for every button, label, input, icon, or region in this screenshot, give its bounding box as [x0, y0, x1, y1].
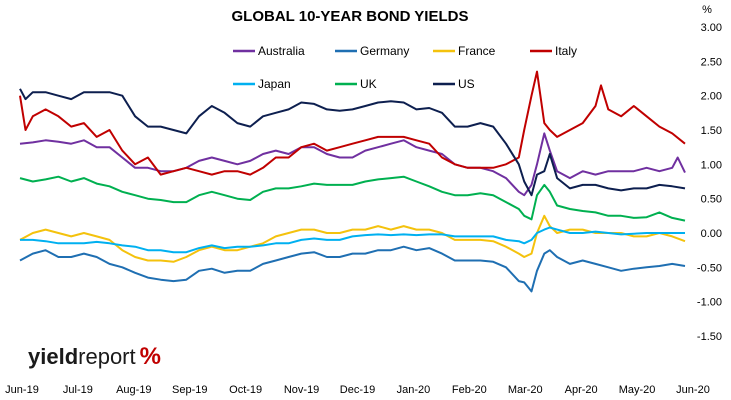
- legend-label-france: France: [458, 44, 496, 58]
- legend-label-uk: UK: [360, 77, 377, 91]
- legend-label-japan: Japan: [258, 77, 291, 91]
- svg-text:yieldreport%: yieldreport%: [28, 343, 161, 370]
- x-tick-label: Oct-19: [229, 384, 262, 396]
- y-tick-label: -1.50: [697, 331, 722, 343]
- y-tick-label: 1.50: [701, 125, 722, 137]
- x-tick-label: Jun-20: [676, 384, 710, 396]
- series-line-australia: [19, 132, 686, 197]
- y-tick-label: 3.00: [701, 22, 722, 34]
- logo-percent-mark: %: [140, 343, 161, 370]
- x-tick-label: Nov-19: [284, 384, 319, 396]
- series-line-italy: [19, 70, 686, 176]
- legend-label-germany: Germany: [360, 44, 409, 58]
- x-axis: Jun-19 Jul-19 Aug-19 Sep-19 Oct-19 Nov-19 Dec-…: [5, 384, 710, 396]
- x-tick-label: Apr-20: [565, 384, 598, 396]
- y-tick-label: -1.00: [697, 297, 722, 309]
- y-tick-label: 2.00: [701, 91, 722, 103]
- legend-label-us: US: [458, 77, 475, 91]
- series-lines: [19, 70, 686, 293]
- series-line-us: [19, 88, 686, 197]
- yieldreport-logo: yieldreport%: [28, 343, 161, 370]
- y-tick-label: 0.00: [701, 228, 722, 240]
- y-axis: 3.00 2.50 2.00 1.50 1.00 0.50 0.00 -0.50 -1.00 -1…: [697, 22, 722, 343]
- y-axis-unit: %: [702, 4, 712, 16]
- y-tick-label: -0.50: [697, 262, 722, 274]
- x-tick-label: Feb-20: [452, 384, 487, 396]
- legend-label-italy: Italy: [555, 44, 577, 58]
- x-tick-label: May-20: [619, 384, 656, 396]
- series-line-japan: [20, 226, 685, 254]
- chart-title: GLOBAL 10-YEAR BOND YIELDS: [232, 8, 469, 25]
- y-tick-label: 0.50: [701, 194, 722, 206]
- x-tick-label: Sep-19: [172, 384, 207, 396]
- x-tick-label: Aug-19: [116, 384, 151, 396]
- series-line-france: [19, 214, 686, 263]
- x-tick-label: Dec-19: [340, 384, 375, 396]
- y-tick-label: 2.50: [701, 56, 722, 68]
- logo-word-report: report: [78, 344, 135, 369]
- logo-word-yield: yield: [28, 344, 78, 369]
- series-line-germany: [19, 245, 686, 293]
- x-tick-label: Jul-19: [63, 384, 93, 396]
- legend-label-australia: Australia: [258, 44, 305, 58]
- legend: Australia Germany France Italy Japan UK US: [233, 44, 577, 91]
- x-tick-label: Jan-20: [397, 384, 431, 396]
- x-tick-label: Mar-20: [508, 384, 543, 396]
- x-tick-label: Jun-19: [5, 384, 39, 396]
- series-line-uk: [19, 175, 686, 222]
- y-tick-label: 1.00: [701, 159, 722, 171]
